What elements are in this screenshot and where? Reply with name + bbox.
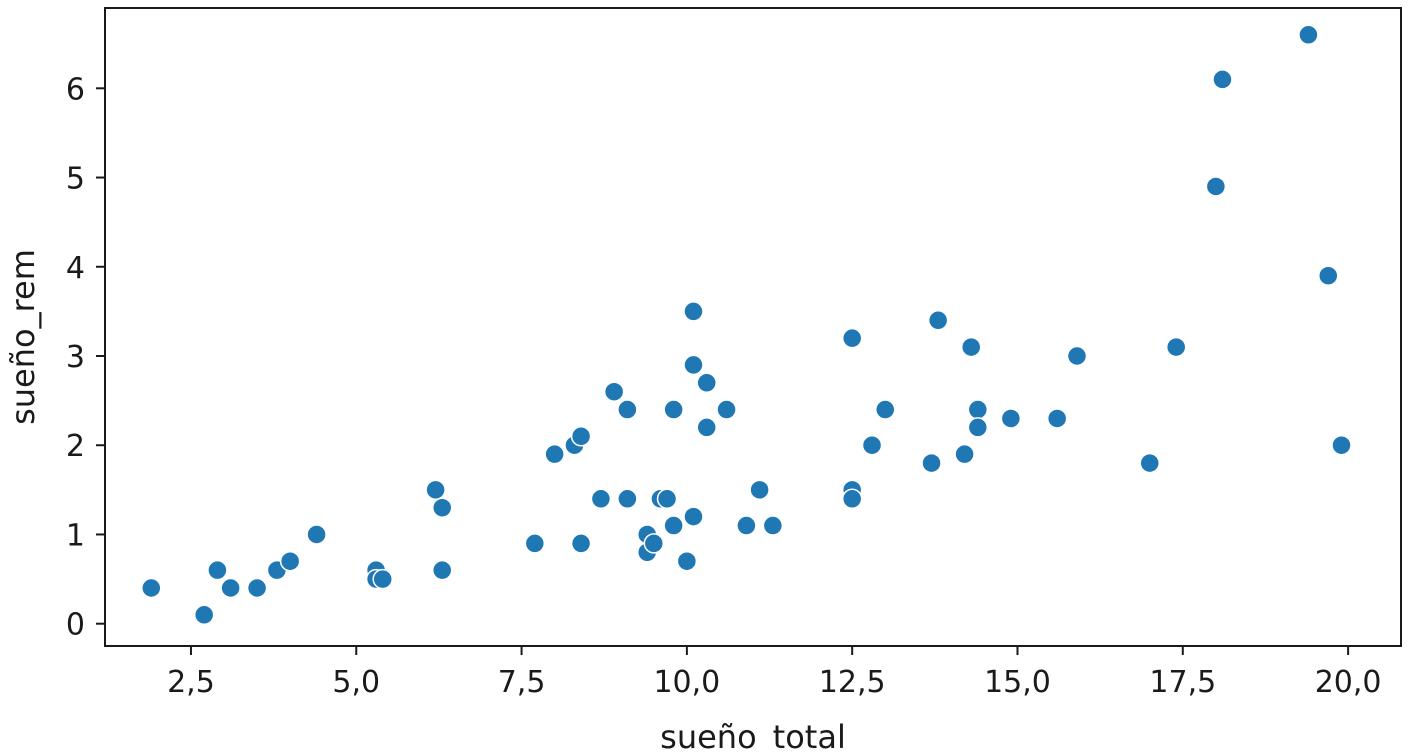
scatter-point xyxy=(716,399,737,420)
scatter-point xyxy=(1331,434,1352,456)
scatter-point xyxy=(220,577,241,599)
scatter-point xyxy=(1046,408,1068,429)
scatter-point xyxy=(1318,265,1339,286)
scatter-point xyxy=(696,417,717,438)
y-tick-label: 5 xyxy=(66,162,85,197)
scatter-point xyxy=(431,559,453,581)
y-tick-label: 0 xyxy=(66,608,85,643)
x-axis: 2,5 5,0 7,5 10,0 12,5 15,0 17,5 20,0 xyxy=(167,646,1382,700)
x-tick-label: 12,5 xyxy=(819,665,886,700)
scatter-point xyxy=(603,381,625,402)
scatter-point xyxy=(736,515,757,536)
scatter-point xyxy=(1212,69,1233,90)
scatter-point xyxy=(590,488,612,510)
scatter-point xyxy=(1139,452,1160,474)
x-tick-label: 5,0 xyxy=(332,665,380,700)
scatter-point xyxy=(841,327,863,349)
scatter-point xyxy=(861,434,883,456)
scatter-point xyxy=(676,550,698,572)
x-tick-label: 17,5 xyxy=(1149,665,1216,700)
plot-frame xyxy=(104,7,1402,647)
scatter-point xyxy=(617,399,638,420)
scatter-point xyxy=(683,506,704,527)
scatter-point xyxy=(921,452,942,474)
scatter-point xyxy=(141,577,162,599)
scatter-point xyxy=(663,515,684,536)
scatter-point xyxy=(544,443,565,465)
y-axis: 0 1 2 3 4 5 6 xyxy=(66,72,105,643)
x-tick-label: 7,5 xyxy=(498,665,546,700)
scatter-point xyxy=(874,399,896,420)
y-tick-label: 2 xyxy=(66,429,85,464)
scatter-point xyxy=(617,488,638,510)
scatter-point xyxy=(570,426,592,447)
x-tick-label: 20,0 xyxy=(1315,665,1382,700)
scatter-point xyxy=(425,479,446,501)
scatter-point xyxy=(279,550,301,572)
y-tick-label: 6 xyxy=(66,72,85,107)
scatter-point xyxy=(1205,176,1227,197)
scatter-point xyxy=(683,301,704,322)
scatter-point xyxy=(246,577,268,599)
scatter-point xyxy=(656,488,678,510)
scatter-point xyxy=(927,310,949,331)
scatter-point xyxy=(683,354,704,376)
x-tick-label: 2,5 xyxy=(167,665,215,700)
y-axis-title: sueño_rem xyxy=(4,249,42,425)
scatter-point xyxy=(193,604,215,626)
scatter-point xyxy=(954,443,975,465)
scatter-point xyxy=(696,372,717,394)
scatter-point xyxy=(372,568,393,590)
scatter-point xyxy=(643,533,665,554)
scatter-point xyxy=(762,515,784,536)
x-tick-label: 15,0 xyxy=(984,665,1051,700)
scatter-point xyxy=(524,533,546,554)
scatter-point xyxy=(960,336,982,358)
scatter-point xyxy=(1165,336,1187,358)
scatter-point xyxy=(749,479,770,501)
scatter-point xyxy=(1066,345,1088,367)
scatter-point xyxy=(306,524,327,545)
x-tick-label: 10,0 xyxy=(653,665,720,700)
scatter-point xyxy=(841,488,863,510)
scatter-point xyxy=(431,497,453,518)
scatter-point xyxy=(207,559,228,581)
points-layer xyxy=(141,24,1352,626)
scatter-point xyxy=(967,399,989,420)
y-tick-label: 1 xyxy=(66,518,85,553)
y-tick-label: 3 xyxy=(66,340,85,375)
y-tick-label: 4 xyxy=(66,251,85,286)
scatter-point xyxy=(1000,408,1022,429)
scatter-point xyxy=(663,399,684,420)
scatter-point xyxy=(570,533,592,554)
scatter-point xyxy=(1298,24,1319,46)
scatter-point xyxy=(967,417,989,438)
x-axis-title: sueño_total xyxy=(660,718,846,752)
